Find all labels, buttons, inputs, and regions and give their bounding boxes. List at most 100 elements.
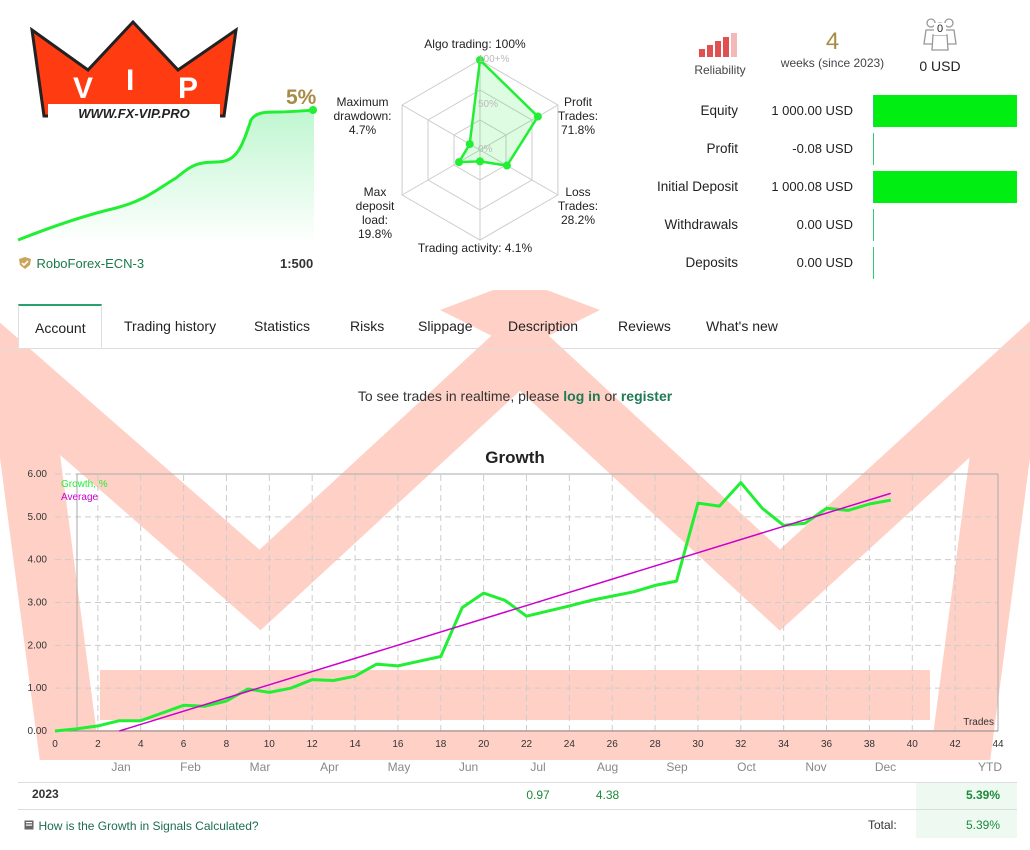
logo-text: WWW.FX-VIP.PRO — [78, 106, 189, 121]
weeks-value: 4 — [825, 28, 840, 55]
x-tick-label: 24 — [564, 739, 576, 750]
growth-calc-link[interactable]: How is the Growth in Signals Calculated? — [38, 819, 259, 833]
x-tick-label: 28 — [650, 739, 662, 750]
mini-chart-endpoint — [309, 106, 317, 114]
subscribers-block: 0 0 USD — [910, 14, 970, 74]
month-label: Jan — [111, 760, 131, 774]
tab-slippage[interactable]: Slippage — [418, 318, 473, 334]
stat-value: 0.00 USD — [796, 217, 853, 232]
reliability-bars-icon — [699, 33, 737, 57]
tab-statistics[interactable]: Statistics — [254, 318, 311, 334]
series-line-growth — [54, 481, 892, 733]
x-tick-label: 32 — [735, 739, 747, 750]
y-tick-label: 5.00 — [28, 512, 48, 523]
shield-icon — [19, 257, 31, 269]
tab-whats-new[interactable]: What's new — [706, 318, 778, 334]
logo-letter-p: P — [178, 72, 198, 105]
logo-letter-i: I — [126, 64, 134, 97]
x-tick-label: 38 — [864, 739, 876, 750]
reliability-block: Reliability — [690, 30, 750, 77]
subscribers-count: 0 — [934, 23, 946, 35]
login-link[interactable]: log in — [563, 388, 601, 404]
months-row: Jan Feb Mar Apr May Jun Jul Aug Sep Oct Nov Dec YTD — [18, 756, 1017, 783]
month-label: Mar — [249, 760, 271, 774]
radar-label-load: Max deposit load: 19.8% — [355, 185, 395, 241]
login-message: To see trades in realtime, please log in… — [0, 388, 1030, 404]
stat-row: Initial Deposit 1 000.08 USD — [618, 170, 1018, 204]
tab-bar: Account Trading history Statistics Risks… — [0, 304, 1030, 349]
tab-trading-history[interactable]: Trading history — [124, 318, 217, 334]
x-tick-label: 30 — [692, 739, 704, 750]
stat-bar-fill — [874, 171, 1017, 203]
stat-label: Profit — [706, 141, 738, 156]
radar-label-loss: Loss Trades: 28.2% — [557, 185, 599, 227]
chart-grid — [55, 473, 999, 732]
stat-bar — [873, 95, 1017, 127]
reliability-label: Reliability — [694, 63, 746, 77]
ytd-label: YTD — [978, 760, 1002, 774]
stat-row: Deposits 0.00 USD — [618, 246, 1018, 280]
radar-ring-100: 100+% — [478, 54, 510, 65]
mini-growth-chart — [17, 106, 317, 245]
stat-value: -0.08 USD — [792, 141, 853, 156]
radar-point-drawdown — [465, 140, 474, 149]
growth-percent: 5% — [286, 86, 317, 109]
radar-point-profit — [533, 112, 542, 121]
x-tick-label: 42 — [950, 739, 962, 750]
y-tick-label: 3.00 — [28, 598, 48, 609]
series-line-average — [119, 492, 892, 732]
year-row: 2023 0.97 4.38 5.39% — [18, 783, 1017, 810]
x-tick-label: 26 — [607, 739, 619, 750]
month-label: Aug — [596, 760, 619, 774]
broker-name[interactable]: RoboForex-ECN-3 — [36, 256, 145, 271]
stat-value: 1 000.08 USD — [771, 179, 853, 194]
radar-label-activity: Trading activity: 4.1% — [417, 241, 533, 255]
year-label: 2023 — [32, 787, 59, 801]
x-tick-label: 34 — [778, 739, 790, 750]
stat-label: Withdrawals — [664, 217, 738, 232]
month-label: Feb — [180, 760, 201, 774]
chart-title: Growth — [485, 448, 545, 467]
stat-row: Withdrawals 0.00 USD — [618, 208, 1018, 242]
stat-value: 1 000.00 USD — [771, 103, 853, 118]
x-tick-label: 8 — [224, 739, 230, 750]
register-link[interactable]: register — [620, 388, 673, 404]
broker-row[interactable]: RoboForex-ECN-3 — [18, 255, 144, 273]
month-value: 0.97 — [526, 788, 550, 802]
month-label: Dec — [874, 760, 897, 774]
legend-growth: Growth, % — [61, 479, 108, 490]
month-label: Jun — [458, 760, 479, 774]
x-tick-label: 18 — [435, 739, 447, 750]
radar-ring-0: 0% — [478, 144, 493, 155]
x-tick-label: 36 — [821, 739, 833, 750]
month-value: 4.38 — [595, 788, 620, 802]
stat-label: Deposits — [685, 255, 738, 270]
leverage: 1:500 — [280, 256, 314, 271]
x-tick-label: 16 — [392, 739, 404, 750]
calc-link-row[interactable]: How is the Growth in Signals Calculated? — [24, 817, 259, 835]
total-value: 5.39% — [966, 818, 1001, 832]
tab-reviews[interactable]: Reviews — [618, 318, 671, 334]
stat-label: Equity — [700, 103, 738, 118]
x-tick-label: 14 — [349, 739, 361, 750]
stat-bar — [873, 133, 1017, 165]
y-tick-label: 2.00 — [28, 640, 48, 651]
y-tick-label: 6.00 — [28, 469, 48, 480]
tab-account[interactable]: Account — [18, 304, 102, 348]
y-tick-label: 4.00 — [28, 555, 48, 566]
weeks-label: weeks (since 2023) — [780, 56, 885, 70]
stat-bar — [873, 209, 1017, 241]
month-label: Oct — [737, 760, 756, 774]
tab-description[interactable]: Description — [508, 318, 579, 334]
x-axis-label: Trades — [963, 717, 994, 728]
radar-point-algo — [476, 56, 484, 64]
x-tick-label: 10 — [264, 739, 276, 750]
stat-row: Equity 1 000.00 USD — [618, 94, 1018, 128]
book-icon — [24, 820, 34, 830]
radar-point-activity — [476, 157, 484, 166]
tab-risks[interactable]: Risks — [350, 318, 385, 334]
x-tick-label: 0 — [52, 739, 58, 750]
radar-chart: 100+% 50% 0% — [401, 54, 559, 241]
login-or: or — [600, 388, 621, 404]
x-tick-label: 4 — [138, 739, 144, 750]
